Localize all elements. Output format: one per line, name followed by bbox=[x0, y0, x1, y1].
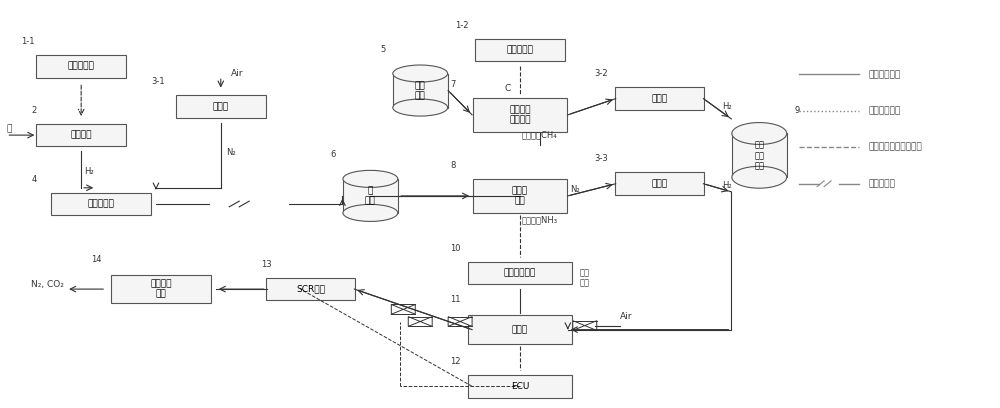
Bar bbox=[343, 179, 398, 213]
Text: 1-2: 1-2 bbox=[455, 21, 469, 30]
Text: N₂: N₂ bbox=[570, 185, 579, 194]
Polygon shape bbox=[420, 317, 432, 326]
Text: Air: Air bbox=[231, 69, 243, 78]
Text: 分离器: 分离器 bbox=[651, 179, 668, 188]
Text: 7: 7 bbox=[450, 80, 456, 89]
Text: 燃料运输线路: 燃料运输线路 bbox=[869, 70, 901, 79]
FancyBboxPatch shape bbox=[473, 179, 567, 213]
Text: 6: 6 bbox=[330, 151, 336, 160]
Text: C: C bbox=[505, 84, 511, 93]
Text: 5: 5 bbox=[380, 45, 386, 54]
Bar bbox=[393, 73, 448, 108]
Polygon shape bbox=[460, 317, 472, 326]
Text: 废气: 废气 bbox=[580, 268, 590, 277]
Text: 电控装置信息传递线路: 电控装置信息传递线路 bbox=[869, 143, 923, 152]
Text: 催化氧化
装置: 催化氧化 装置 bbox=[150, 279, 172, 299]
FancyBboxPatch shape bbox=[468, 375, 572, 398]
Text: 3-3: 3-3 bbox=[595, 155, 608, 164]
Text: 电解装置: 电解装置 bbox=[70, 131, 92, 140]
FancyBboxPatch shape bbox=[36, 55, 126, 78]
FancyBboxPatch shape bbox=[475, 39, 565, 61]
Ellipse shape bbox=[393, 65, 448, 82]
Text: H₂: H₂ bbox=[722, 181, 732, 190]
Text: 甲烷
储罐: 甲烷 储罐 bbox=[415, 81, 426, 100]
Ellipse shape bbox=[343, 204, 398, 222]
Text: 11: 11 bbox=[450, 295, 461, 304]
Text: SCR装置: SCR装置 bbox=[296, 285, 325, 294]
Text: 氨分解
装置: 氨分解 装置 bbox=[512, 186, 528, 206]
Text: 1-1: 1-1 bbox=[21, 37, 35, 46]
Text: 分离器: 分离器 bbox=[213, 102, 229, 111]
FancyBboxPatch shape bbox=[111, 275, 211, 303]
Text: Air: Air bbox=[620, 313, 632, 322]
Text: 发动机: 发动机 bbox=[512, 325, 528, 334]
Text: 氨
储罐: 氨 储罐 bbox=[365, 186, 376, 206]
Text: 9: 9 bbox=[794, 106, 799, 115]
FancyBboxPatch shape bbox=[615, 173, 704, 195]
Text: 氨合成装置: 氨合成装置 bbox=[88, 200, 115, 208]
Text: 13: 13 bbox=[261, 260, 271, 269]
Polygon shape bbox=[448, 317, 460, 326]
Text: 3-1: 3-1 bbox=[151, 78, 165, 86]
Text: H₂: H₂ bbox=[722, 102, 732, 111]
Polygon shape bbox=[403, 304, 415, 314]
Text: 分离器: 分离器 bbox=[651, 94, 668, 103]
Ellipse shape bbox=[343, 171, 398, 187]
FancyBboxPatch shape bbox=[51, 193, 151, 215]
Text: 8: 8 bbox=[450, 161, 456, 171]
Polygon shape bbox=[391, 304, 403, 314]
Text: 3-2: 3-2 bbox=[595, 69, 608, 78]
Text: 未裂解的CH₄: 未裂解的CH₄ bbox=[522, 130, 558, 139]
Bar bbox=[732, 133, 787, 177]
Text: N₂, CO₂: N₂, CO₂ bbox=[31, 280, 64, 289]
FancyBboxPatch shape bbox=[176, 95, 266, 118]
Text: N₂: N₂ bbox=[226, 149, 235, 157]
Text: 4: 4 bbox=[31, 175, 37, 184]
Text: 14: 14 bbox=[91, 255, 102, 264]
Text: ECU: ECU bbox=[511, 382, 529, 391]
FancyBboxPatch shape bbox=[266, 278, 355, 300]
Text: 氢气
储存
装置: 氢气 储存 装置 bbox=[754, 140, 764, 170]
Text: 10: 10 bbox=[450, 244, 461, 253]
Text: 12: 12 bbox=[450, 357, 461, 366]
FancyBboxPatch shape bbox=[615, 87, 704, 110]
FancyBboxPatch shape bbox=[468, 262, 572, 284]
FancyBboxPatch shape bbox=[36, 124, 126, 146]
Text: 废气换热装置: 废气换热装置 bbox=[504, 268, 536, 277]
Text: 未分解的NH₃: 未分解的NH₃ bbox=[522, 215, 558, 224]
Polygon shape bbox=[585, 321, 597, 330]
Text: 分布式能源: 分布式能源 bbox=[68, 62, 95, 71]
Text: 远距离输送: 远距离输送 bbox=[869, 179, 896, 188]
Text: H₂: H₂ bbox=[84, 166, 94, 175]
FancyBboxPatch shape bbox=[468, 315, 572, 344]
Text: 分布式能源: 分布式能源 bbox=[507, 46, 533, 55]
Polygon shape bbox=[408, 317, 420, 326]
Ellipse shape bbox=[393, 99, 448, 116]
Text: 甲烷高温
裂解装置: 甲烷高温 裂解装置 bbox=[509, 105, 531, 124]
Text: 能量交换线路: 能量交换线路 bbox=[869, 106, 901, 115]
Ellipse shape bbox=[732, 166, 787, 188]
FancyBboxPatch shape bbox=[473, 98, 567, 132]
Text: 2: 2 bbox=[31, 106, 37, 115]
Polygon shape bbox=[573, 321, 585, 330]
Text: 废气: 废气 bbox=[580, 278, 590, 287]
Text: 水: 水 bbox=[6, 124, 12, 133]
Ellipse shape bbox=[732, 122, 787, 144]
